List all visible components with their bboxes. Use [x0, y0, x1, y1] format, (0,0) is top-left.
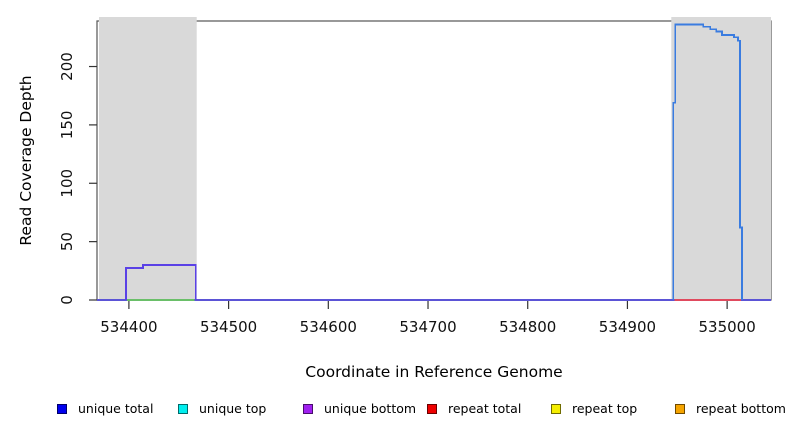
- right-unique-coverage-plateau: [672, 23, 743, 300]
- legend-swatch-icon: [675, 404, 685, 414]
- legend-swatch-icon: [57, 404, 67, 414]
- y-tick-label: 200: [58, 52, 76, 81]
- legend-label: repeat total: [448, 401, 522, 416]
- legend-item-repeat-top: repeat top: [551, 401, 637, 417]
- legend-item-repeat-bottom: repeat bottom: [675, 401, 786, 417]
- y-tick-label: 100: [58, 169, 76, 198]
- legend-label: repeat top: [572, 401, 638, 416]
- x-tick-label: 535000: [698, 318, 755, 336]
- y-tick-label: 50: [58, 232, 76, 251]
- legend-item-unique-top: unique top: [178, 401, 266, 417]
- legend-swatch-icon: [178, 404, 188, 414]
- left-gray-region: [98, 17, 197, 300]
- legend-swatch-icon: [303, 404, 313, 414]
- legend-label: repeat bottom: [696, 401, 786, 416]
- legend-item-unique-bottom: unique bottom: [303, 401, 416, 417]
- legend-label: unique bottom: [324, 401, 417, 416]
- legend-item-unique-total: unique total: [57, 401, 153, 417]
- y-tick-label: 150: [58, 111, 76, 140]
- left-unique-coverage-plateau: [125, 264, 197, 300]
- x-tick-label: 534600: [300, 318, 357, 336]
- legend-swatch-icon: [551, 404, 561, 414]
- x-tick-label: 534800: [499, 318, 556, 336]
- plot-border: [96, 20, 772, 301]
- legend-label: unique top: [199, 401, 267, 416]
- right-gray-region: [671, 17, 771, 300]
- x-tick-label: 534400: [100, 318, 157, 336]
- legend-swatch-icon: [427, 404, 437, 414]
- legend-item-repeat-total: repeat total: [427, 401, 521, 417]
- legend-label: unique total: [78, 401, 154, 416]
- x-axis-title: Coordinate in Reference Genome: [305, 363, 562, 381]
- legend: unique total unique top unique bottom repea…: [0, 401, 792, 423]
- x-tick-label: 534500: [200, 318, 257, 336]
- x-tick-label: 534700: [399, 318, 456, 336]
- y-axis-title: Read Coverage Depth: [17, 75, 35, 245]
- y-tick-label: 0: [58, 295, 76, 305]
- x-tick-label: 534900: [599, 318, 656, 336]
